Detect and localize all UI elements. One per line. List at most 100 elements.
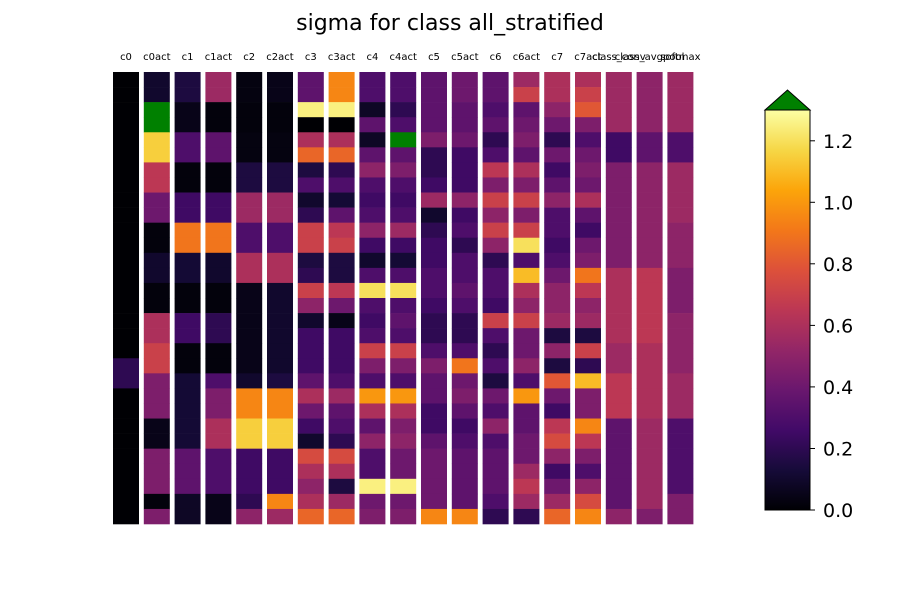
heatmap-cell: [667, 237, 694, 254]
heatmap-cell: [667, 433, 694, 449]
heatmap-cell: [174, 207, 201, 223]
heatmap-cell: [328, 463, 355, 480]
heatmap-cell: [267, 448, 293, 465]
heatmap-cell: [328, 162, 355, 178]
heatmap-cell: [236, 358, 263, 374]
heatmap-cell: [205, 448, 232, 465]
heatmap-cell: [236, 418, 263, 434]
heatmap-cell: [174, 448, 201, 465]
heatmap-cell: [605, 373, 632, 389]
column-label-c1: c1: [182, 52, 194, 63]
heatmap-cell: [513, 237, 540, 254]
heatmap-cell: [421, 207, 447, 223]
heatmap-cell: [605, 102, 632, 118]
heatmap-cell: [421, 313, 447, 329]
heatmap-cell: [328, 298, 355, 314]
heatmap-cell: [236, 403, 263, 419]
heatmap-cell: [575, 343, 601, 359]
heatmap-cell: [113, 207, 139, 223]
heatmap-cell: [267, 87, 293, 103]
heatmap-cell: [575, 418, 601, 434]
heatmap-cell: [605, 508, 632, 525]
heatmap-cell: [451, 222, 478, 239]
heatmap-cell: [636, 282, 663, 299]
heatmap-cell: [636, 448, 663, 465]
heatmap-cell: [667, 373, 694, 389]
heatmap-cell: [113, 102, 139, 118]
heatmap-cell: [174, 117, 201, 133]
heatmap-cell: [636, 313, 663, 329]
heatmap-cell: [236, 343, 263, 359]
heatmap-cell: [297, 282, 324, 299]
heatmap-cell: [328, 313, 355, 329]
heatmap-cell: [575, 448, 601, 465]
heatmap-cell: [143, 508, 170, 525]
heatmap-cell: [205, 388, 232, 404]
heatmap-cell: [544, 147, 571, 163]
heatmap-cell: [667, 267, 694, 284]
heatmap-cell: [359, 463, 386, 480]
heatmap-cell: [205, 117, 232, 133]
heatmap-cell: [328, 72, 355, 88]
heatmap-cell: [143, 388, 170, 404]
heatmap-cell: [605, 117, 632, 133]
heatmap-cell: [636, 147, 663, 163]
column-label-c0act: c0act: [143, 52, 170, 63]
colorbar-tick-label: 1.0: [823, 192, 853, 214]
heatmap-cell: [667, 448, 694, 465]
heatmap-cell: [636, 433, 663, 449]
heatmap-cell: [451, 493, 478, 510]
heatmap-cell: [451, 102, 478, 118]
heatmap-cell: [174, 222, 201, 239]
heatmap-cell: [113, 298, 139, 314]
heatmap-cell: [605, 87, 632, 103]
heatmap-cell: [143, 343, 170, 359]
heatmap-cell: [636, 132, 663, 148]
heatmap-cell: [451, 132, 478, 148]
heatmap-cell: [236, 282, 263, 299]
heatmap-cell: [236, 328, 263, 344]
heatmap-cell: [267, 388, 293, 404]
heatmap-cell: [605, 237, 632, 254]
heatmap-cell: [482, 87, 509, 103]
heatmap-cell: [359, 102, 386, 118]
heatmap-cell: [451, 298, 478, 314]
heatmap-cell: [236, 147, 263, 163]
heatmap-cell: [113, 72, 139, 88]
heatmap-cell: [143, 207, 170, 223]
heatmap-cell: [544, 403, 571, 419]
heatmap-cell: [113, 493, 139, 510]
heatmap-cell: [513, 162, 540, 178]
heatmap-cell: [113, 177, 139, 193]
heatmap-cell: [605, 72, 632, 88]
heatmap-cell: [636, 192, 663, 208]
heatmap-cell: [113, 132, 139, 148]
heatmap-cell: [390, 252, 417, 269]
heatmap-cell: [513, 463, 540, 480]
heatmap-cell: [636, 358, 663, 374]
heatmap-cell: [575, 328, 601, 344]
chart-title: sigma for class all_stratified: [296, 11, 604, 36]
heatmap-cell: [636, 102, 663, 118]
heatmap-cell: [359, 177, 386, 193]
heatmap-cell: [421, 267, 447, 284]
heatmap-cell: [297, 237, 324, 254]
heatmap-cell: [667, 207, 694, 223]
heatmap-cell: [605, 132, 632, 148]
heatmap-cell: [544, 102, 571, 118]
heatmap-cell: [636, 508, 663, 525]
heatmap-cell: [544, 207, 571, 223]
heatmap-cell: [174, 313, 201, 329]
heatmap-cell: [297, 177, 324, 193]
heatmap-cell: [174, 102, 201, 118]
heatmap-cell: [267, 328, 293, 344]
heatmap-cell: [205, 433, 232, 449]
heatmap-cell: [605, 448, 632, 465]
heatmap-cell: [328, 433, 355, 449]
heatmap-cell: [451, 177, 478, 193]
heatmap-cell: [575, 177, 601, 193]
heatmap-cell: [143, 237, 170, 254]
heatmap-cell: [174, 358, 201, 374]
heatmap-cell: [390, 162, 417, 178]
heatmap-cell: [328, 282, 355, 299]
